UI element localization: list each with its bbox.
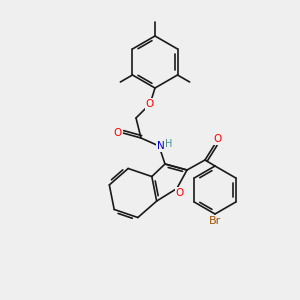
Text: O: O (146, 99, 154, 109)
Text: O: O (214, 134, 222, 144)
Text: O: O (114, 128, 122, 138)
Text: N: N (157, 141, 165, 151)
Text: H: H (165, 139, 173, 149)
Text: O: O (176, 188, 184, 197)
Text: Br: Br (209, 216, 221, 226)
